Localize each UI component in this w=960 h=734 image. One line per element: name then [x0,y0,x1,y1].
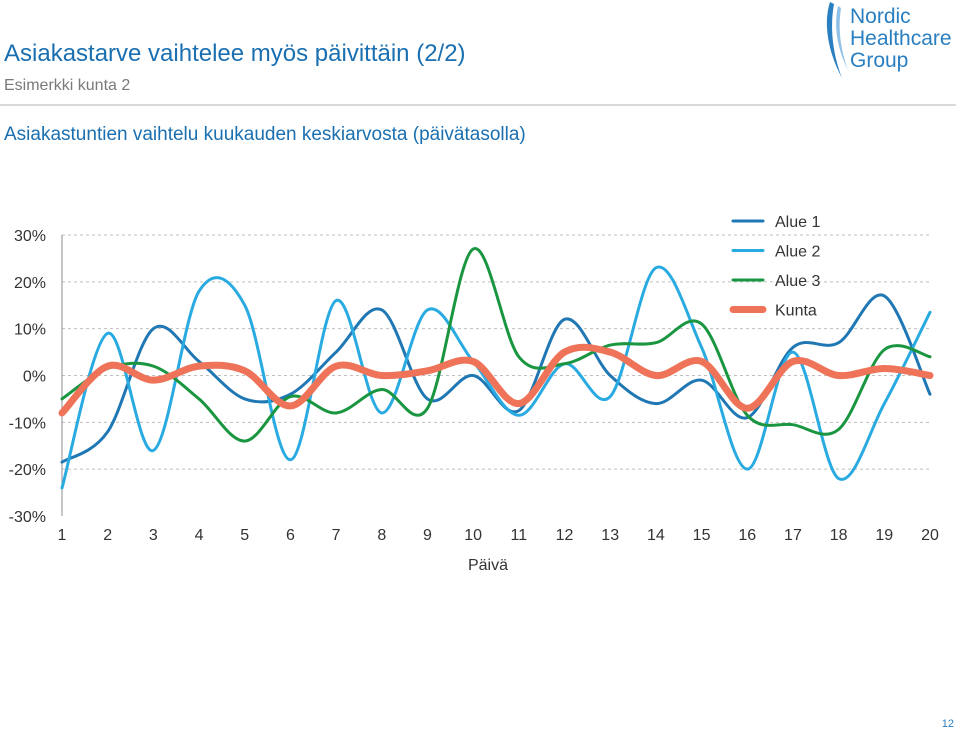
x-tick-label: 6 [286,527,295,544]
page-number: 12 [941,718,954,730]
x-tick-label: 20 [921,527,939,544]
logo-swoosh-icon [826,2,848,78]
series-line-2 [60,265,932,490]
x-tick-label: 10 [464,527,482,544]
y-tick-label: -20% [9,462,46,479]
y-tick-label: 20% [14,275,46,292]
x-tick-label: 12 [556,527,574,544]
x-tick-label: 11 [511,527,528,544]
x-tick-label: 17 [784,527,802,544]
page-title: Asiakastarve vaihtelee myös päivittäin (… [4,40,466,67]
x-tick-label: 8 [377,527,386,544]
y-tick-label: 30% [14,228,46,245]
x-axis-label: Päivä [468,557,508,574]
x-tick-labels: 1 2 3 4 5 6 7 8 9 10 11 12 13 14 15 16 17 18 19 20 [58,527,939,544]
x-tick-label: 16 [738,527,756,544]
x-tick-label: 18 [830,527,848,544]
header-divider [0,104,956,106]
logo-text-line-1: Nordic [850,5,911,28]
x-tick-label: 19 [875,527,893,544]
x-tick-label: 4 [195,527,204,544]
x-tick-label: 3 [149,527,158,544]
nordic-healthcare-group-logo: Nordic Healthcare Group [822,0,958,82]
legend-label: Alue 1 [775,214,820,231]
chart-section-title: Asiakastuntien vaihtelu kuukauden keskia… [4,124,526,145]
legend-label: Alue 2 [775,244,820,261]
x-tick-label: 7 [332,527,341,544]
y-tick-labels: -30% -20% -10% 0% 10% 20% 30% [9,228,46,526]
legend-label: Alue 3 [775,273,820,290]
x-tick-label: 13 [601,527,619,544]
series-line-3 [60,247,932,443]
logo-text-line-3: Group [850,49,909,72]
series-line-1 [60,293,932,464]
series-lines [58,247,934,490]
legend-label: Kunta [775,303,817,320]
x-tick-label: 2 [103,527,112,544]
y-tick-label: -30% [9,509,46,526]
x-tick-label: 15 [693,527,711,544]
series-line-4 [58,343,934,417]
x-tick-label: 9 [423,527,432,544]
x-tick-label: 14 [647,527,665,544]
chart-legend: Alue 1 Alue 2 Alue 3 Kunta [729,214,820,320]
y-tick-label: 0% [23,369,46,386]
page-subtitle: Esimerkki kunta 2 [4,77,131,94]
x-tick-label: 5 [240,527,249,544]
y-tick-label: -10% [9,415,46,432]
x-tick-label: 1 [58,527,67,544]
y-tick-label: 10% [14,322,46,339]
chart-grid [62,234,930,470]
logo-text-line-2: Healthcare [850,27,952,50]
